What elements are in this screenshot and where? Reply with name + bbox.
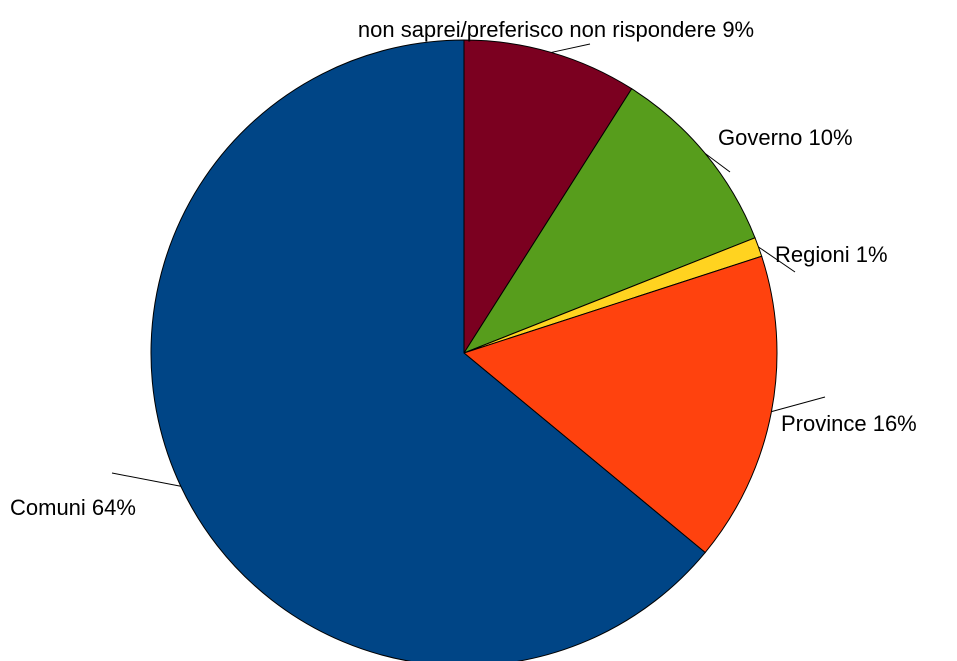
- label-province: Province 16%: [781, 411, 917, 436]
- leader-lines: [111, 43, 826, 487]
- leader-line: [771, 396, 826, 413]
- label-regioni: Regioni 1%: [775, 242, 888, 267]
- leader-line: [758, 246, 796, 273]
- pie-slice-non: [463, 39, 633, 355]
- pie-slices: [150, 39, 778, 661]
- label-non-saprei: non saprei/preferisco non rispondere 9%: [358, 17, 754, 42]
- pie-slice-governo: [462, 88, 756, 355]
- slice-labels: non saprei/preferisco non rispondere 9% …: [10, 17, 917, 520]
- pie-slice-province: [462, 255, 778, 554]
- leader-line: [551, 43, 591, 53]
- leader-line: [111, 472, 181, 487]
- label-governo: Governo 10%: [718, 125, 853, 150]
- leader-line: [704, 153, 731, 173]
- label-comuni: Comuni 64%: [10, 495, 136, 520]
